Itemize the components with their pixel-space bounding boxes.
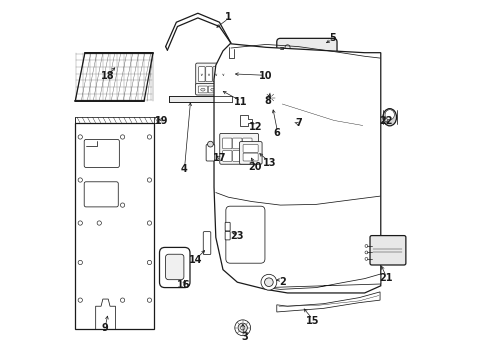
Polygon shape: [214, 44, 380, 293]
Text: 19: 19: [154, 116, 168, 126]
Ellipse shape: [382, 109, 396, 126]
FancyBboxPatch shape: [243, 144, 258, 152]
Text: 21: 21: [379, 273, 392, 283]
Polygon shape: [279, 100, 364, 130]
Text: 13: 13: [263, 158, 276, 168]
FancyBboxPatch shape: [195, 84, 221, 95]
Circle shape: [120, 298, 124, 302]
FancyBboxPatch shape: [208, 86, 217, 93]
Polygon shape: [265, 104, 274, 110]
Text: 6: 6: [273, 129, 280, 138]
FancyBboxPatch shape: [224, 222, 230, 231]
FancyBboxPatch shape: [239, 141, 262, 164]
Text: 22: 22: [379, 116, 392, 126]
Circle shape: [261, 274, 276, 290]
Text: 10: 10: [259, 71, 272, 81]
Text: 12: 12: [248, 122, 262, 132]
Text: 17: 17: [212, 153, 225, 163]
FancyBboxPatch shape: [232, 150, 242, 161]
FancyBboxPatch shape: [369, 235, 405, 265]
Text: 4: 4: [180, 164, 186, 174]
Polygon shape: [265, 274, 380, 289]
FancyBboxPatch shape: [198, 86, 207, 93]
FancyBboxPatch shape: [242, 138, 251, 149]
Text: 20: 20: [248, 162, 262, 172]
Polygon shape: [75, 53, 153, 101]
Circle shape: [97, 221, 101, 225]
FancyBboxPatch shape: [165, 254, 183, 280]
Text: 1: 1: [224, 12, 231, 22]
Circle shape: [264, 278, 273, 287]
Circle shape: [78, 135, 82, 139]
FancyBboxPatch shape: [232, 138, 242, 149]
Polygon shape: [75, 123, 154, 329]
FancyBboxPatch shape: [222, 138, 231, 149]
FancyBboxPatch shape: [242, 150, 251, 161]
Circle shape: [285, 45, 289, 50]
Circle shape: [234, 320, 250, 336]
FancyBboxPatch shape: [212, 67, 219, 82]
Polygon shape: [75, 117, 156, 123]
FancyBboxPatch shape: [203, 231, 210, 255]
FancyBboxPatch shape: [195, 63, 232, 85]
FancyBboxPatch shape: [222, 150, 231, 161]
Text: 15: 15: [305, 316, 319, 325]
Text: 2: 2: [278, 277, 285, 287]
FancyBboxPatch shape: [243, 153, 258, 161]
Circle shape: [364, 257, 367, 260]
FancyBboxPatch shape: [206, 144, 214, 161]
FancyBboxPatch shape: [224, 231, 230, 240]
Text: 9: 9: [101, 323, 108, 333]
FancyBboxPatch shape: [169, 96, 231, 102]
Text: 3: 3: [241, 332, 247, 342]
FancyBboxPatch shape: [84, 139, 119, 167]
Circle shape: [147, 221, 151, 225]
Text: 8: 8: [264, 96, 271, 106]
Circle shape: [240, 325, 244, 330]
FancyBboxPatch shape: [198, 67, 204, 82]
Text: 14: 14: [189, 255, 203, 265]
FancyBboxPatch shape: [205, 67, 212, 82]
Polygon shape: [276, 292, 379, 312]
FancyBboxPatch shape: [220, 67, 226, 82]
Circle shape: [147, 135, 151, 139]
Polygon shape: [240, 116, 252, 126]
FancyBboxPatch shape: [225, 206, 264, 263]
FancyBboxPatch shape: [84, 182, 118, 207]
Circle shape: [78, 178, 82, 182]
Ellipse shape: [384, 110, 394, 120]
Ellipse shape: [210, 88, 215, 91]
Circle shape: [147, 178, 151, 182]
Circle shape: [147, 298, 151, 302]
Circle shape: [207, 141, 213, 147]
Ellipse shape: [201, 88, 204, 91]
Circle shape: [78, 260, 82, 265]
Circle shape: [238, 323, 247, 332]
Text: 23: 23: [230, 231, 244, 240]
Circle shape: [364, 251, 367, 254]
Text: 18: 18: [101, 71, 114, 81]
Circle shape: [364, 244, 367, 247]
Circle shape: [265, 93, 274, 102]
FancyBboxPatch shape: [159, 247, 190, 288]
FancyBboxPatch shape: [276, 39, 336, 56]
Text: 11: 11: [234, 97, 247, 107]
Circle shape: [78, 298, 82, 302]
Circle shape: [120, 135, 124, 139]
FancyBboxPatch shape: [219, 134, 258, 164]
Circle shape: [263, 90, 277, 105]
Circle shape: [120, 203, 124, 207]
Circle shape: [147, 260, 151, 265]
Text: 16: 16: [177, 280, 190, 290]
Circle shape: [78, 221, 82, 225]
Text: 5: 5: [328, 33, 335, 43]
Text: 7: 7: [294, 118, 301, 128]
